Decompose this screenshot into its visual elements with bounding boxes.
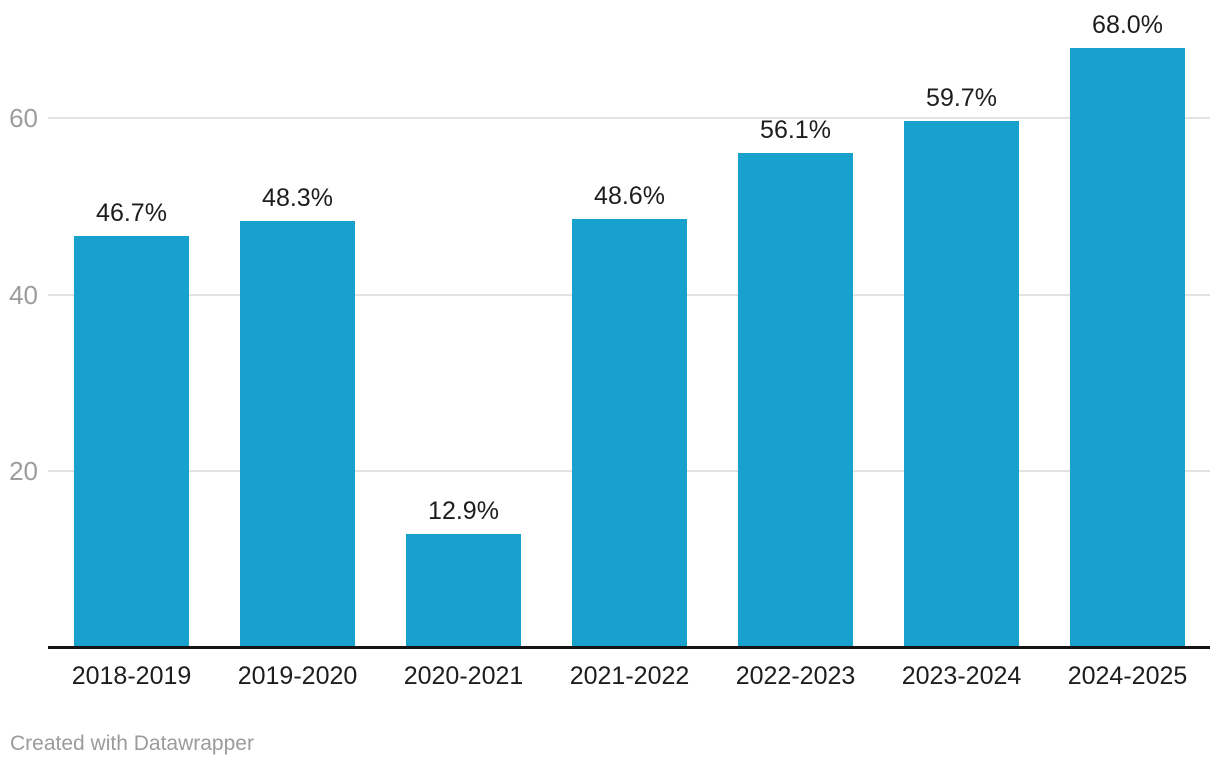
- value-label-2020-2021: 12.9%: [428, 496, 499, 525]
- bar-2020-2021: [406, 533, 521, 646]
- value-label-2018-2019: 46.7%: [96, 198, 167, 227]
- datawrapper-credit-link[interactable]: Created with Datawrapper: [10, 732, 254, 755]
- x-tick-label-2020-2021: 2020-2021: [403, 662, 524, 690]
- bar-2022-2023: [738, 152, 853, 646]
- x-tick-label-2022-2023: 2022-2023: [735, 662, 856, 690]
- x-tick-label-2024-2025: 2024-2025: [1067, 662, 1188, 690]
- value-label-2019-2020: 48.3%: [262, 184, 333, 213]
- value-label-2024-2025: 68.0%: [1092, 10, 1163, 39]
- bar-2023-2024: [904, 120, 1019, 646]
- value-label-2021-2022: 48.6%: [594, 181, 665, 210]
- value-label-2022-2023: 56.1%: [760, 115, 831, 144]
- y-tick-label-40: 40: [9, 279, 38, 310]
- y-tick-label-60: 60: [9, 103, 38, 134]
- y-tick-label-20: 20: [9, 456, 38, 487]
- bar-2018-2019: [74, 235, 189, 646]
- bar-2024-2025: [1070, 47, 1185, 646]
- x-tick-label-2023-2024: 2023-2024: [901, 662, 1022, 690]
- x-tick-label-2021-2022: 2021-2022: [569, 662, 690, 690]
- value-label-2023-2024: 59.7%: [926, 83, 997, 112]
- gridline-60: [48, 117, 1210, 120]
- x-tick-label-2018-2019: 2018-2019: [71, 662, 192, 690]
- bar-2021-2022: [572, 218, 687, 646]
- x-tick-label-2019-2020: 2019-2020: [237, 662, 358, 690]
- bar-2019-2020: [240, 221, 355, 646]
- x-axis-line: [48, 646, 1210, 649]
